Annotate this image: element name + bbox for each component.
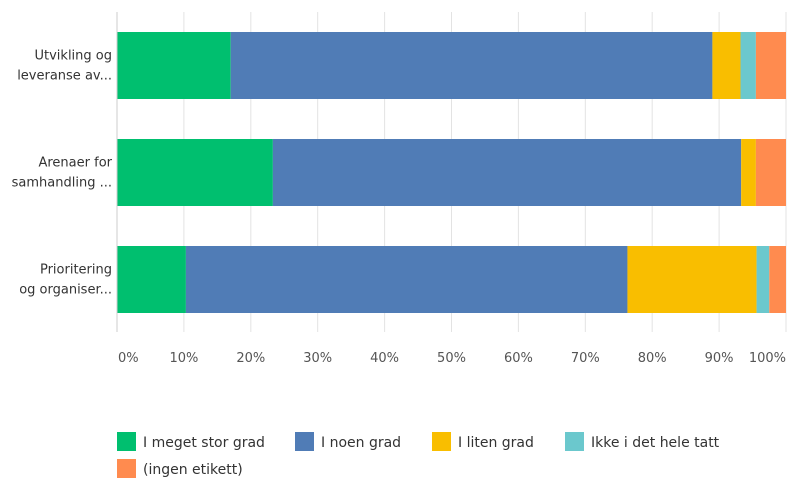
x-tick-label: 50%: [437, 351, 466, 366]
legend-swatch: [432, 432, 451, 451]
x-tick-label: 0%: [118, 351, 139, 366]
bars: [117, 32, 786, 313]
bar-segment: [185, 246, 628, 313]
bar-segment: [755, 139, 786, 206]
bar-segment: [117, 139, 273, 206]
category-label: og organiser...: [19, 283, 112, 298]
x-tick-label: 40%: [370, 351, 399, 366]
legend-label: I noen grad: [321, 435, 401, 451]
x-tick-label: 100%: [749, 351, 786, 366]
x-tick-label: 30%: [303, 351, 332, 366]
bar-segment: [755, 32, 786, 99]
bar-segment: [627, 246, 757, 313]
bar-segment: [756, 246, 770, 313]
bar-segment: [769, 246, 786, 313]
category-label: Prioritering: [40, 263, 112, 278]
x-tick-label: 10%: [169, 351, 198, 366]
bar-segment: [740, 32, 756, 99]
bar-segment: [117, 32, 231, 99]
legend-swatch: [117, 432, 136, 451]
legend-label: I meget stor grad: [143, 435, 265, 451]
category-labels: Utvikling og leveranse av... Arenaer for sa…: [12, 49, 113, 298]
legend-swatch: [565, 432, 584, 451]
x-tick-labels: 0% 10% 20% 30% 40% 50% 60% 70% 80% 90% 100%: [118, 351, 786, 366]
bar-segment: [712, 32, 741, 99]
legend-swatch: [295, 432, 314, 451]
legend-label: I liten grad: [458, 435, 534, 451]
category-label: Utvikling og: [35, 49, 113, 64]
x-tick-label: 20%: [236, 351, 265, 366]
bar-segment: [741, 139, 756, 206]
bar-segment: [272, 139, 742, 206]
bar-segment: [230, 32, 713, 99]
legend-label: (ingen etikett): [143, 462, 243, 478]
bar-segment: [117, 246, 186, 313]
x-tick-label: 80%: [638, 351, 667, 366]
x-tick-label: 60%: [504, 351, 533, 366]
legend: I meget stor grad I noen grad I liten grad…: [117, 432, 720, 478]
category-label: leveranse av...: [17, 69, 112, 84]
legend-label: Ikke i det hele tatt: [591, 435, 720, 451]
legend-swatch: [117, 459, 136, 478]
category-label: samhandling ...: [12, 176, 112, 191]
category-label: Arenaer for: [38, 156, 112, 171]
x-tick-label: 90%: [705, 351, 734, 366]
x-tick-label: 70%: [571, 351, 600, 366]
